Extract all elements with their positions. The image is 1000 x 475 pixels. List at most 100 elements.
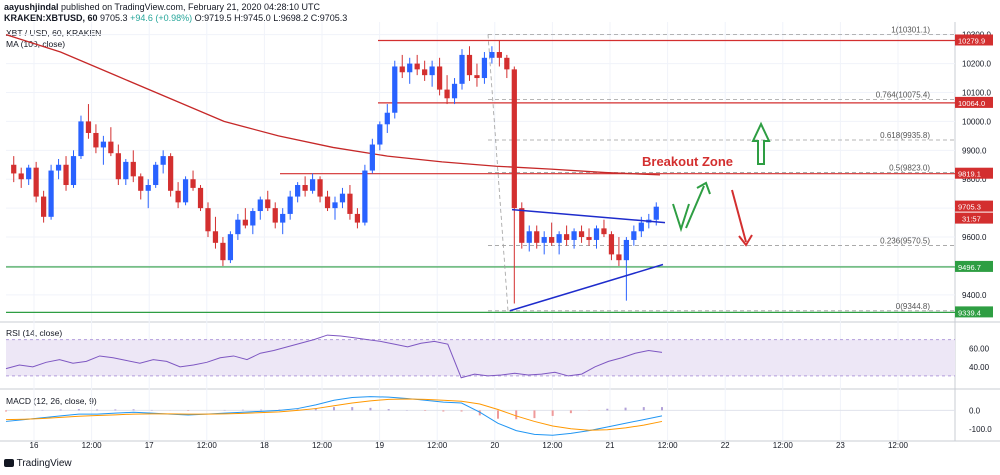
rsi-line [5, 334, 663, 379]
candle-body [280, 213, 286, 223]
price-tag-resistance-mid-bg [955, 96, 993, 108]
candle-body [212, 231, 219, 243]
x-tick-label: 12:00 [658, 441, 679, 450]
published-text: published on TradingView.com, February 2… [61, 2, 321, 12]
candle-body [593, 228, 600, 240]
price-tag-resistance-top: 10279.9 [958, 36, 985, 45]
macd-tick-label: 0.0 [969, 406, 981, 415]
candle-body [608, 234, 615, 255]
x-tick-label: 23 [836, 441, 845, 450]
x-tick-label: 12:00 [427, 441, 448, 450]
candle-body [168, 156, 174, 191]
candle-body [526, 231, 532, 243]
price-change: +94.6 (+0.98%) [130, 13, 193, 23]
candle-body [571, 231, 577, 240]
fib-label: 0.5(9823.0) [889, 164, 930, 173]
candle-body [145, 185, 151, 191]
candle-body [549, 237, 555, 243]
y-tick-label: 9800.0 [962, 175, 987, 184]
macd-legend[interactable]: MACD (12, 26, close, 9) [6, 396, 97, 406]
candle-body [354, 213, 361, 223]
x-tick-label: 17 [145, 441, 154, 450]
fib-label: 0.618(9935.8) [880, 131, 930, 140]
candle-body [489, 52, 495, 58]
candle-body [295, 185, 301, 197]
candle-body [63, 164, 69, 186]
last-price: 9705.3 [100, 13, 128, 23]
logo-text: TradingView [16, 458, 72, 469]
candle-body [541, 237, 547, 243]
ma-line [5, 34, 661, 176]
candle-body [362, 170, 368, 223]
candle-body [534, 231, 540, 243]
rsi-band [6, 339, 955, 376]
candle-body [11, 164, 17, 174]
candle-body [481, 57, 488, 79]
candle-body [519, 208, 525, 243]
candle-body [227, 234, 234, 261]
candle-body [153, 164, 159, 186]
tradingview-logo: TradingView [4, 458, 72, 469]
arrow-red-down-shaft [731, 189, 747, 243]
candle-body [444, 89, 450, 99]
candle-body [631, 231, 637, 240]
candle-body [115, 153, 121, 180]
candle-body [242, 219, 248, 226]
candle-body [377, 124, 383, 145]
candle-body [220, 242, 226, 261]
candle-body [496, 52, 502, 58]
candle-body [100, 141, 107, 148]
triangle-upper-line [511, 208, 666, 224]
candle-body [339, 193, 346, 203]
arrow-green-small [672, 203, 690, 233]
x-tick-label: 18 [260, 441, 269, 450]
candle-body [78, 121, 84, 157]
candle-body [324, 196, 331, 209]
candle-body [504, 57, 510, 70]
candle-body [436, 66, 443, 90]
candle-body [556, 234, 562, 243]
author-name[interactable]: aayushjindal [4, 2, 59, 12]
arrow-green-outline-up [751, 121, 771, 165]
candle-body [616, 254, 622, 261]
candle-body [205, 208, 211, 232]
x-tick-label: 22 [721, 441, 730, 450]
candle-body [317, 179, 323, 197]
candle-body [197, 187, 204, 209]
candle-body [85, 121, 92, 133]
candle-body [190, 179, 196, 188]
symbol-label: KRAKEN:XBTUSD, 60 [4, 13, 98, 23]
price-tag-resistance-top-bg [955, 34, 993, 46]
time-tag: 31:57 [962, 215, 981, 224]
candle-body [130, 161, 136, 177]
candle-body [93, 132, 99, 148]
candle-body [182, 179, 189, 203]
candle-body [638, 222, 644, 232]
candle-body [466, 54, 473, 76]
candle-body [601, 228, 607, 235]
candle-body [33, 167, 39, 197]
x-tick-label: 19 [375, 441, 384, 450]
price-tag-breakout: 9819.1 [958, 170, 981, 179]
candle-body [384, 112, 390, 125]
arrow-green-up-shaft [685, 185, 705, 229]
arrow-red-down-head [738, 234, 753, 247]
ohlc-values: O:9719.5 H:9745.0 L:9698.2 C:9705.3 [194, 13, 348, 23]
candle-body [265, 199, 271, 209]
x-tick-label: 12:00 [197, 441, 218, 450]
candle-body [287, 196, 293, 214]
candle-body [309, 179, 316, 191]
candle-body [48, 170, 54, 217]
macd-line [5, 396, 663, 436]
signal-line [5, 398, 663, 431]
candle-body [18, 173, 24, 180]
candle-body [26, 167, 32, 180]
x-tick-label: 12:00 [312, 441, 333, 450]
price-legend[interactable]: XBT / USD, 60, KRAKEN [6, 28, 102, 38]
candle-body [459, 54, 465, 84]
rsi-tick-label: 40.00 [969, 363, 990, 372]
candle-body [586, 237, 592, 240]
candle-body [41, 196, 47, 217]
fib-label: 1(10301.1) [891, 25, 930, 34]
